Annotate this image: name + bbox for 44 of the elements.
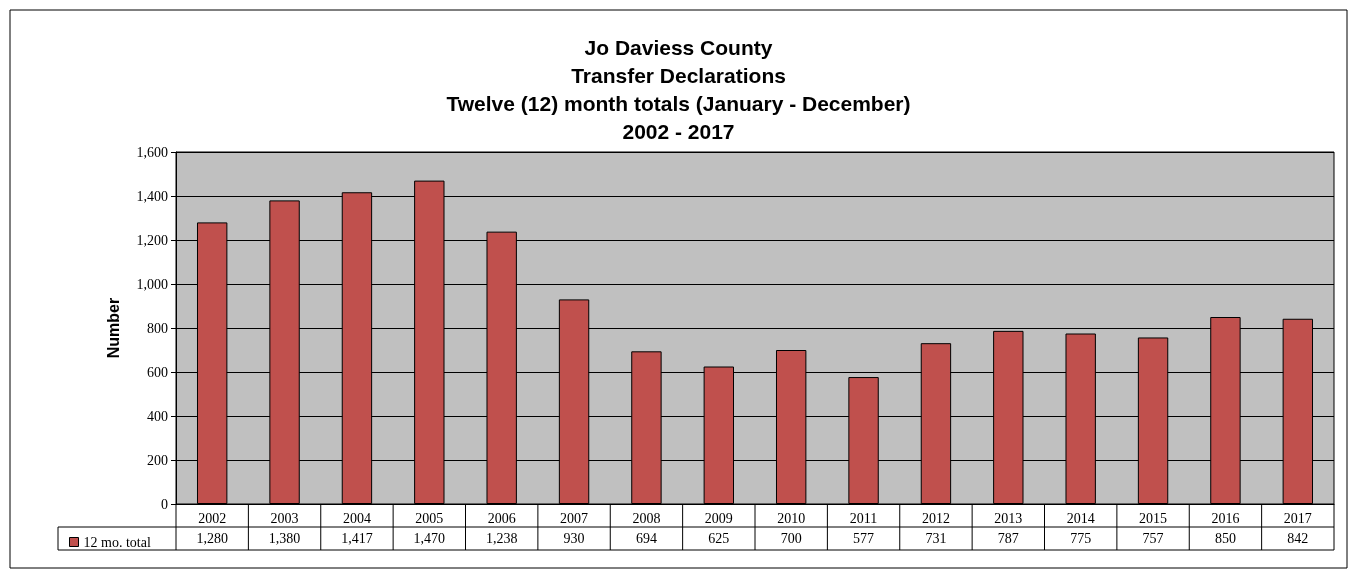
- x-tick-label: 2013: [994, 510, 1023, 526]
- x-tick-label: 2017: [1283, 510, 1312, 526]
- chart-title: Jo Daviess County Transfer Declarations Twelve (12) month totals (January - December) 2002 - 2017: [446, 35, 911, 143]
- data-label: 1,380: [268, 531, 301, 546]
- data-label: 700: [780, 531, 802, 546]
- x-tick-label: 2005: [415, 510, 444, 526]
- data-label: 731: [925, 531, 947, 546]
- x-tick-label: 2006: [487, 510, 516, 526]
- x-tick-label: 2007: [560, 510, 589, 526]
- x-tick-label: 2002: [198, 510, 227, 526]
- x-tick-label: 2004: [342, 510, 371, 526]
- data-label: 1,470: [413, 531, 446, 546]
- y-tick-label: 1,600: [136, 144, 168, 160]
- data-label: 1,238: [485, 531, 518, 546]
- y-tick-label: 400: [147, 408, 168, 424]
- x-tick-label: 2008: [632, 510, 661, 526]
- x-tick-label: 2009: [704, 510, 733, 526]
- data-label: 775: [1070, 531, 1092, 546]
- data-label: 842: [1287, 531, 1309, 546]
- data-label: 577: [853, 531, 875, 546]
- data-label: 757: [1142, 531, 1164, 546]
- x-tick-label: 2011: [849, 510, 878, 526]
- y-axis-title: Number: [104, 297, 122, 359]
- y-tick-label: 0: [161, 496, 168, 512]
- x-tick-label: 2016: [1211, 510, 1240, 526]
- x-tick-label: 2014: [1066, 510, 1095, 526]
- x-tick-label: 2015: [1139, 510, 1168, 526]
- data-label: 930: [563, 531, 585, 546]
- y-tick-label: 200: [147, 452, 168, 468]
- data-label: 694: [635, 531, 657, 546]
- data-label: 1,417: [341, 531, 373, 546]
- x-tick-label: 2010: [777, 510, 806, 526]
- y-tick-label: 1,000: [136, 276, 168, 292]
- data-label: 625: [708, 531, 730, 546]
- y-tick-label: 800: [147, 320, 168, 336]
- y-tick-label: 600: [147, 364, 168, 380]
- x-tick-label: 2003: [270, 510, 299, 526]
- x-tick-label: 2012: [921, 510, 950, 526]
- y-tick-label: 1,400: [136, 188, 168, 204]
- data-label: 850: [1214, 531, 1236, 546]
- legend-label: 12 mo. total: [83, 534, 151, 550]
- data-label: 1,280: [196, 531, 228, 546]
- data-label: 787: [997, 531, 1019, 546]
- y-tick-label: 1,200: [136, 232, 168, 248]
